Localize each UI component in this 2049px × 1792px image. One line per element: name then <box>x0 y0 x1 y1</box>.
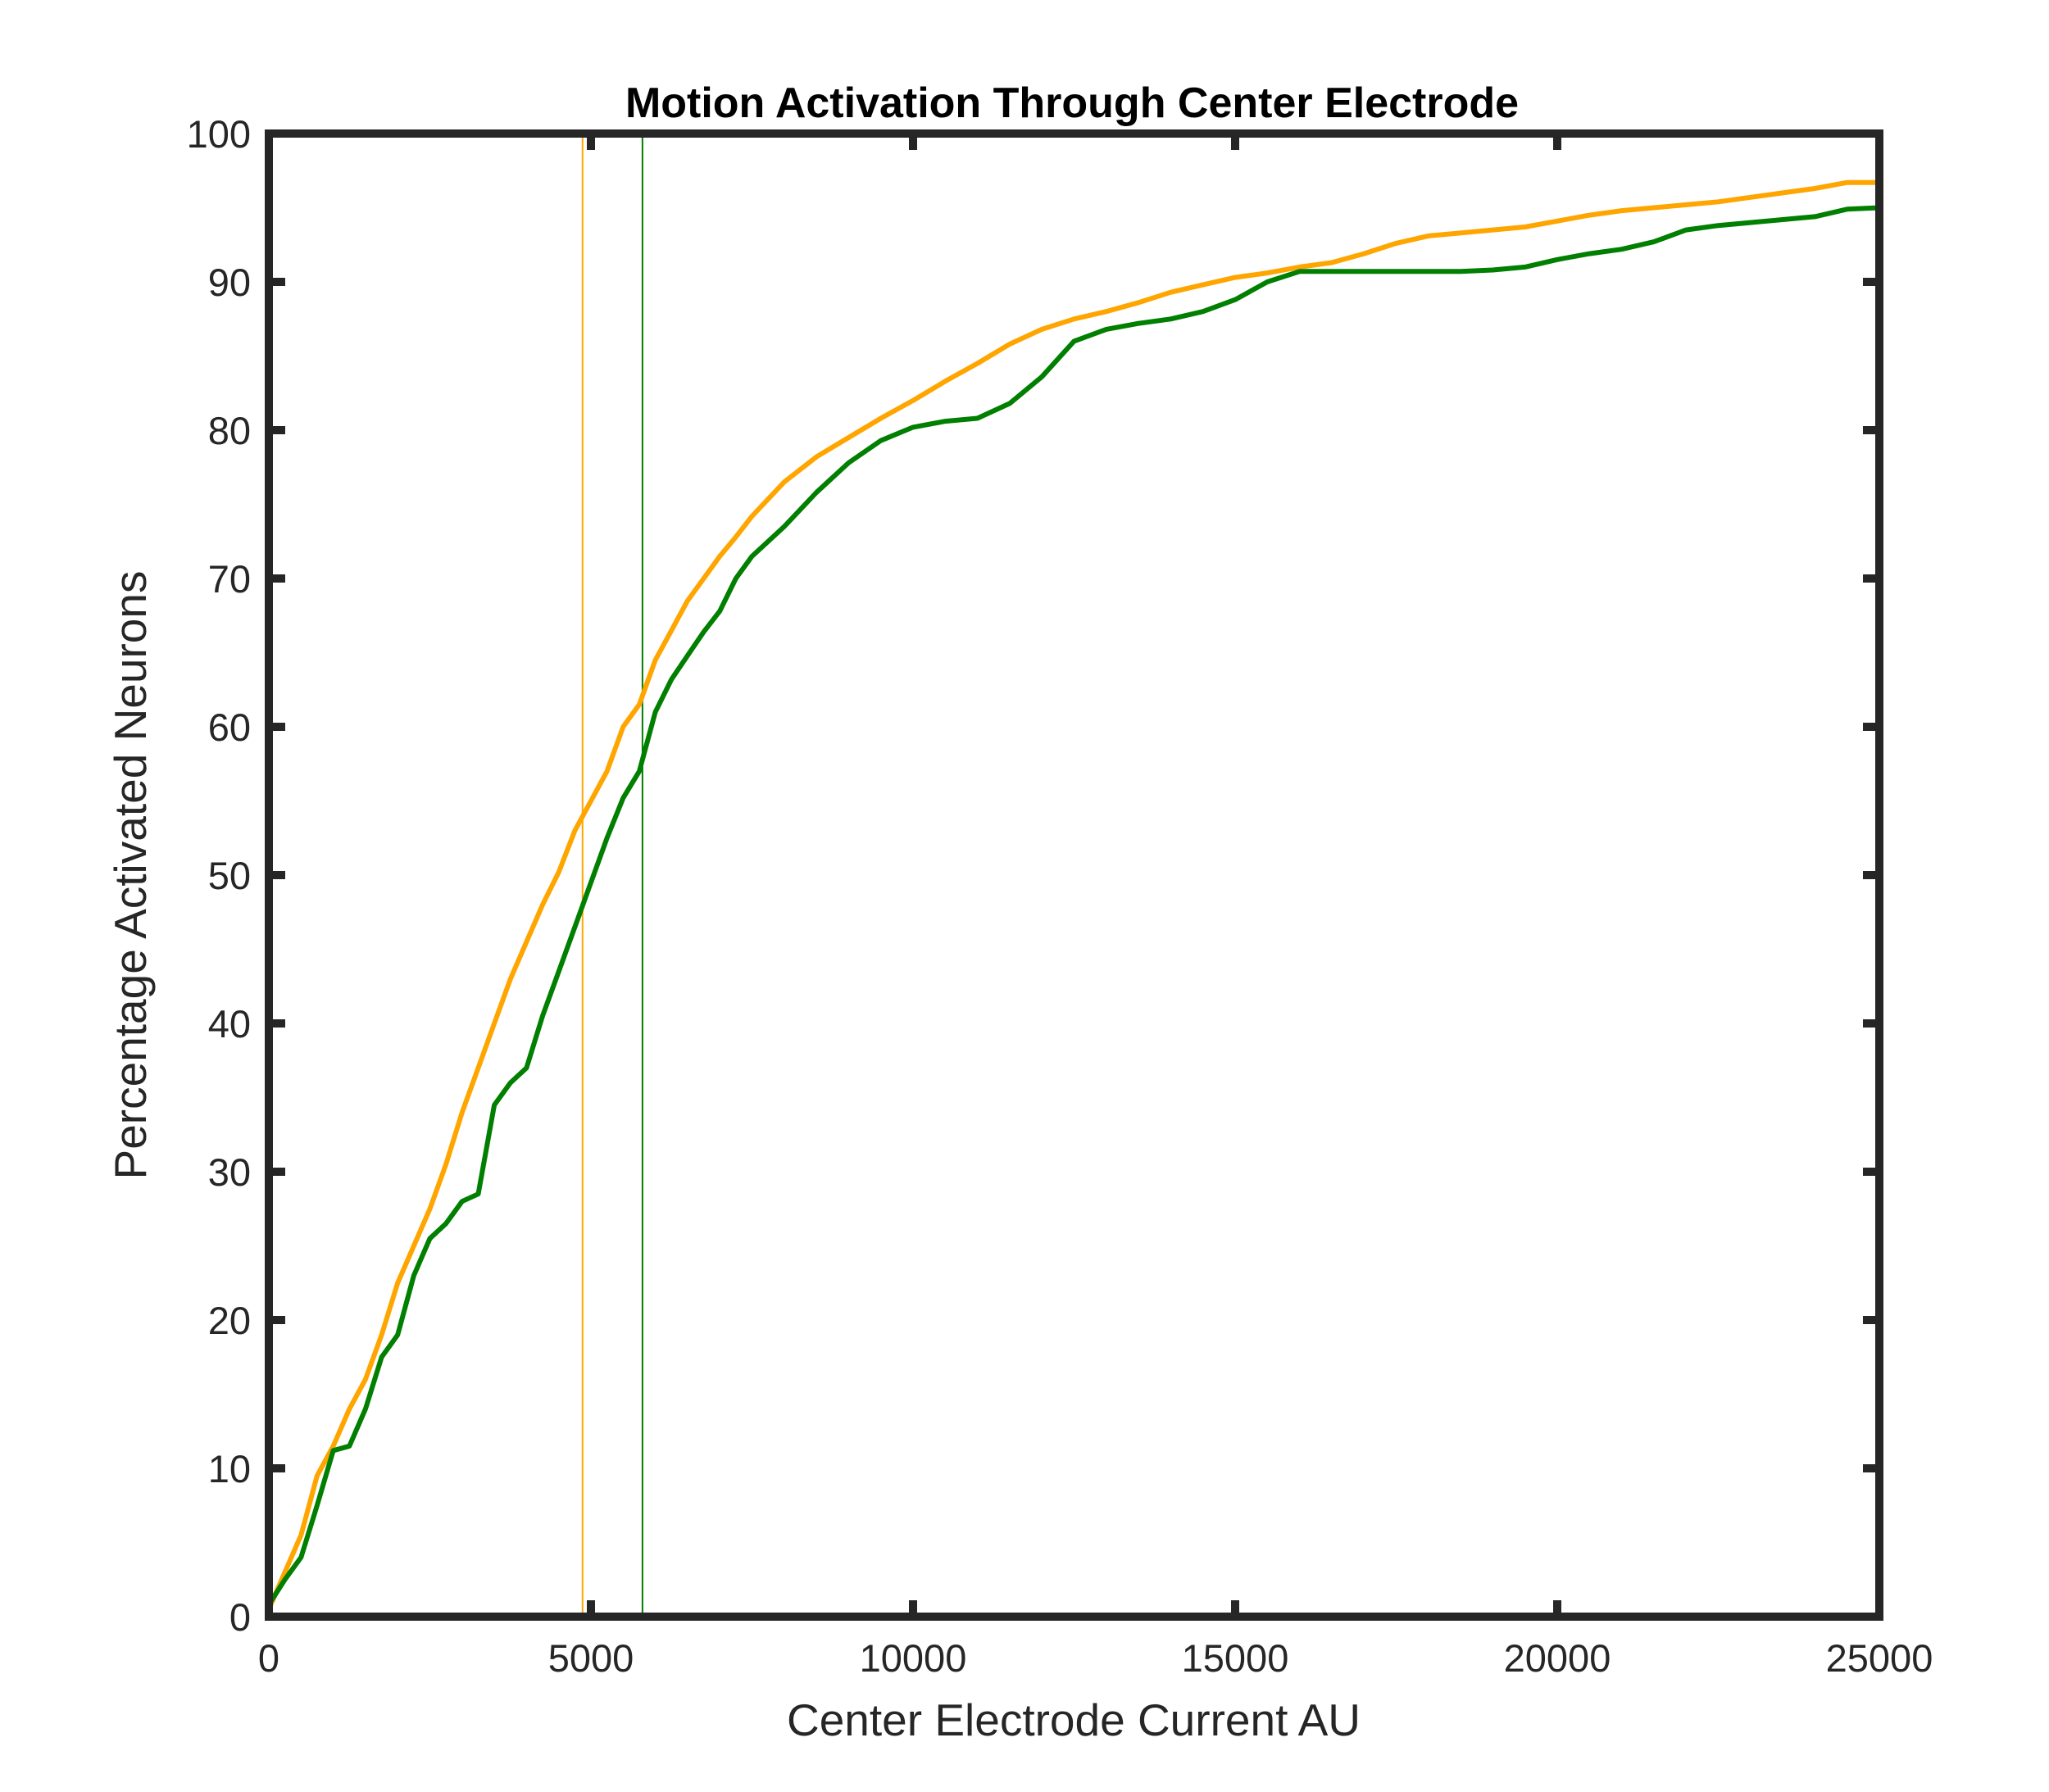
series-line-2 <box>266 205 1882 1608</box>
series-layer <box>266 179 1882 1612</box>
y-tick-label: 70 <box>208 557 251 601</box>
x-tick-label: 20000 <box>1504 1636 1611 1680</box>
y-tick-label: 40 <box>208 1002 251 1046</box>
y-tick-label: 60 <box>208 705 251 749</box>
y-tick-label: 50 <box>208 854 251 897</box>
reference-lines <box>581 134 643 1617</box>
x-tick-label: 5000 <box>548 1636 634 1680</box>
x-tick-label: 10000 <box>860 1636 967 1680</box>
x-axis-label: Center Electrode Current AU <box>787 1694 1361 1745</box>
y-tick-label: 80 <box>208 409 251 452</box>
x-tick-label: 0 <box>258 1636 279 1680</box>
tick-marks <box>265 129 1883 1621</box>
chart-title: Motion Activation Through Center Electro… <box>625 79 1519 127</box>
x-tick-label: 15000 <box>1182 1636 1289 1680</box>
plot-frame <box>265 129 1883 1621</box>
y-tick-label: 30 <box>208 1150 251 1194</box>
y-tick-label: 20 <box>208 1299 251 1342</box>
x-tick-label: 25000 <box>1826 1636 1933 1680</box>
y-tick-label: 100 <box>187 112 251 156</box>
y-tick-label: 90 <box>208 261 251 304</box>
series-line-1 <box>266 179 1882 1612</box>
y-axis-label: Percentage Activated Neurons <box>105 571 156 1180</box>
y-tick-label: 0 <box>229 1595 251 1639</box>
tick-labels: 0 5000 10000 15000 20000 25000 0 10 20 30 40 50 60 70… <box>187 112 1933 1680</box>
y-tick-label: 10 <box>208 1447 251 1490</box>
